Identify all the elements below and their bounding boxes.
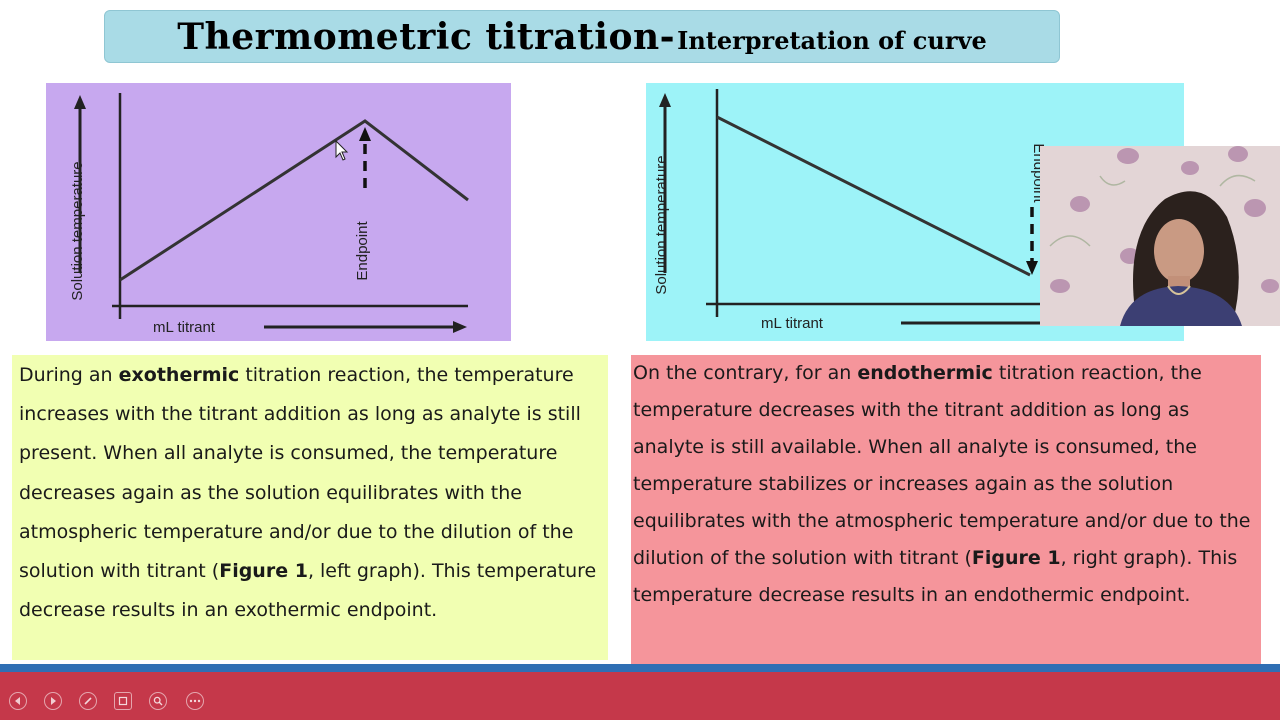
y-axis-label: Solution temperature	[653, 155, 670, 294]
exothermic-graph: Endpoint Solution temperature mL titrant	[46, 83, 511, 341]
endothermic-keyword: endothermic	[857, 362, 993, 384]
exothermic-curve	[119, 119, 469, 282]
presenter-video-image	[1040, 146, 1280, 326]
previous-icon[interactable]	[9, 692, 27, 710]
exothermic-text-part1: During an	[19, 364, 119, 386]
slide-title-banner: Thermometric titration- Interpretation of…	[104, 10, 1060, 63]
next-icon[interactable]	[44, 692, 62, 710]
more-icon[interactable]	[186, 692, 204, 710]
slide-subtitle: Interpretation of curve	[677, 26, 987, 55]
endothermic-text-part3: , right graph). This temperature decreas…	[633, 547, 1238, 606]
endpoint-arrow-head	[359, 127, 371, 141]
presentation-control-bar	[0, 672, 1280, 720]
slides-icon[interactable]	[114, 692, 132, 710]
y-arrow-head	[659, 93, 671, 107]
mouse-cursor-icon	[335, 139, 349, 161]
exothermic-description: During an exothermic titration reaction,…	[12, 355, 608, 660]
endothermic-curve	[716, 115, 1031, 277]
presenter-webcam	[1040, 146, 1280, 326]
exothermic-text-part2: titration reaction, the temperature incr…	[19, 364, 581, 583]
exothermic-graph-svg: Endpoint Solution temperature mL titrant	[69, 93, 469, 336]
endothermic-graph-svg: Endpoint Solution temperature mL titrant	[653, 89, 1146, 332]
exothermic-text-part3: , left graph). This temperature decrease…	[19, 560, 597, 622]
x-axis-label: mL titrant	[761, 315, 824, 332]
figure-reference: Figure 1	[219, 560, 308, 583]
x-axis-label: mL titrant	[153, 319, 216, 336]
slide-title: Thermometric titration-	[177, 15, 676, 58]
zoom-icon[interactable]	[149, 692, 167, 710]
pen-icon[interactable]	[79, 692, 97, 710]
slide-bottom-stripe	[0, 664, 1280, 672]
y-axis-label: Solution temperature	[69, 161, 86, 300]
endothermic-description: On the contrary, for an endothermic titr…	[631, 355, 1261, 678]
endpoint-label: Endpoint	[354, 221, 371, 281]
figure-reference: Figure 1	[971, 547, 1061, 569]
y-arrow-head	[74, 95, 86, 109]
endothermic-text-part2: titration reaction, the temperature decr…	[633, 362, 1251, 569]
endpoint-arrow-head	[1026, 261, 1038, 275]
exothermic-keyword: exothermic	[118, 364, 240, 386]
x-arrow-head	[453, 321, 467, 333]
endothermic-text-part1: On the contrary, for an	[633, 362, 858, 384]
